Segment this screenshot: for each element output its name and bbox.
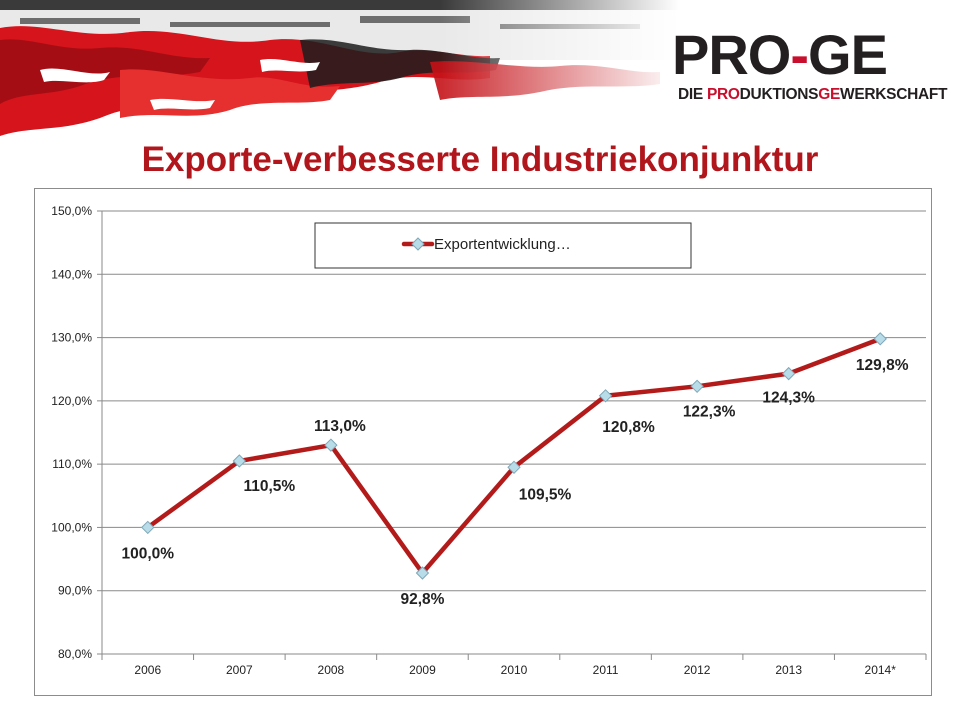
chart-area: 80,0% 90,0% 100,0% 110,0% 120,0% 130,0% 140,0%… [34,188,932,696]
x-tick-label: 2013 [775,663,802,677]
logo-subtitle: DIE PRODUKTIONSGEWERKSCHAFT [678,86,948,104]
data-point-marker [141,520,155,535]
data-label: 109,5% [519,486,572,503]
legend-marker-icon [411,237,425,251]
logo-subtitle-part: PRO [706,86,740,103]
x-tick-label: 2007 [226,663,253,677]
y-tick-label: 140,0% [51,267,92,281]
logo-subtitle-part: DIE [678,86,707,103]
logo-text-right: GE [808,23,888,86]
data-label: 100,0% [121,545,174,562]
data-point-marker [507,460,521,475]
y-tick-label: 120,0% [51,394,92,408]
data-point-marker [873,332,887,346]
pro-ge-logo: PRO-GE DIE PRODUKTIONSGEWERKSCHAFT [672,23,948,108]
logo-subtitle-part: GE [818,86,840,103]
x-tick-label: 2006 [134,663,161,677]
logo-wordmark: PRO-GE [672,23,888,86]
x-tick-label: 2009 [409,663,436,677]
data-point-marker [415,566,430,580]
data-point-marker [324,438,338,452]
logo-dash-icon: - [790,23,809,86]
data-label: 110,5% [243,478,295,495]
data-point-marker [781,366,796,381]
y-tick-label: 130,0% [51,331,92,345]
logo-subtitle-part: DUKTIONS [739,86,819,103]
header-brush-art [0,0,680,140]
y-tick-label: 90,0% [58,584,92,598]
line-chart: 80,0% 90,0% 100,0% 110,0% 120,0% 130,0% 140,0%… [51,204,927,677]
data-label: 113,0% [314,418,366,435]
legend-box [314,222,692,269]
x-tick-label: 2008 [318,663,345,677]
y-tick-label: 110,0% [52,457,92,471]
data-label: 129,8% [856,357,909,374]
data-point-marker [690,379,704,394]
logo-subtitle-part: WERKSCHAFT [840,86,948,103]
x-tick-label: 2014* [865,663,897,677]
logo-text-left: PRO [672,23,791,86]
data-label: 120,8% [602,419,655,436]
legend-label: Exportentwicklung… [434,236,571,253]
y-tick-label: 150,0% [51,204,92,218]
data-point-marker [232,454,247,468]
y-tick-label: 100,0% [51,520,92,534]
page-title: Exporte-verbesserte Industriekonjunktur [141,140,819,179]
x-tick-label: 2012 [684,663,711,677]
data-point-marker [598,389,613,403]
data-label: 124,3% [762,390,815,407]
x-tick-label: 2011 [593,663,619,677]
y-tick-label: 80,0% [58,647,92,661]
series-line [145,336,883,576]
x-tick-label: 2010 [501,663,528,677]
data-label: 92,8% [400,591,444,608]
data-label: 122,3% [683,403,736,420]
